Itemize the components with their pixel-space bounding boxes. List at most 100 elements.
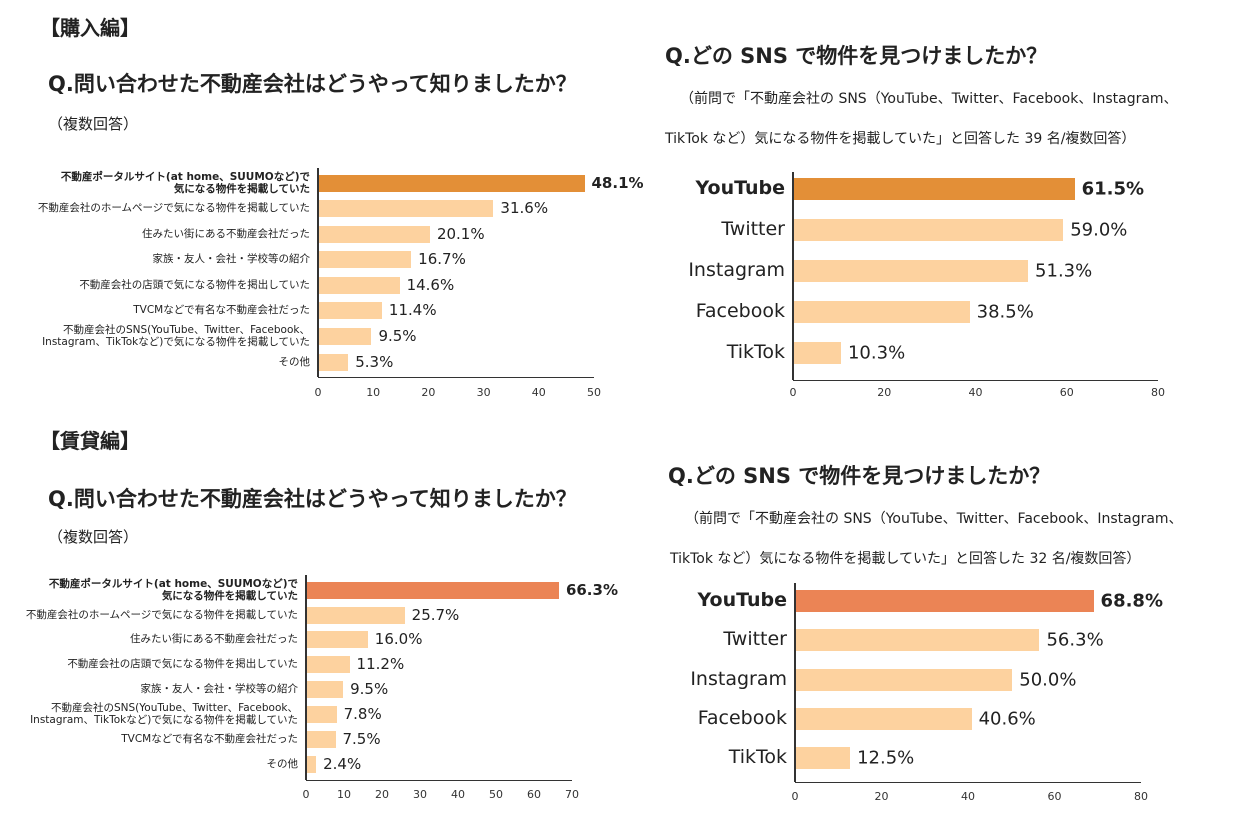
purchase-how-x-tick: 10 bbox=[366, 386, 381, 399]
rental-how-x-tick: 10 bbox=[337, 788, 351, 801]
purchase-how-x-tick: 0 bbox=[314, 386, 322, 399]
purchase-note: （複数回答） bbox=[48, 115, 139, 133]
purchase-sns-value-label: 51.3% bbox=[1035, 260, 1093, 282]
purchase-how-category-label: 不動産会社のホームページで気になる物件を掲載していた bbox=[37, 201, 310, 214]
rental-sns-x-tick: 60 bbox=[1047, 790, 1062, 803]
purchase-how-category-label: 住みたい街にある不動産会社だった bbox=[142, 227, 310, 240]
purchase-how-category-label: TVCMなどで有名な不動産会社だった bbox=[133, 303, 310, 316]
rental-how-category-label: 住みたい街にある不動産会社だった bbox=[130, 632, 298, 645]
purchase-how-category-label: その他 bbox=[278, 355, 311, 368]
rental-sns-value-label: 12.5% bbox=[857, 747, 915, 769]
rental-sns-x-tick: 80 bbox=[1134, 790, 1148, 803]
purchase-sns-x-tick: 20 bbox=[877, 386, 892, 399]
purchase-sns-value-label: 10.3% bbox=[847, 342, 906, 364]
purchase-sns-category-label: TikTok bbox=[726, 341, 785, 364]
rental-sns-category-label: YouTube bbox=[697, 589, 787, 612]
rental-how-x-tick: 40 bbox=[451, 788, 465, 801]
purchase-how-value-label: 11.4% bbox=[388, 301, 437, 319]
rental-sns-bar bbox=[796, 747, 851, 769]
rental-sns-value-label: 50.0% bbox=[1019, 669, 1077, 691]
purchase-how-bar bbox=[319, 174, 585, 192]
purchase-how-value-label: 31.6% bbox=[500, 199, 549, 217]
purchase-how-value-label: 48.1% bbox=[591, 174, 644, 192]
rental-sns-y-axis bbox=[794, 583, 796, 782]
purchase-sns-category-label: YouTube bbox=[695, 177, 785, 200]
rental-sns-note-1: （前問で「不動産会社の SNS（YouTube、Twitter、Facebook… bbox=[685, 511, 1183, 527]
purchase-how-category-label: 不動産ポータルサイト(at home、SUUMOなど)で 気になる物件を掲載して… bbox=[60, 170, 310, 195]
rental-how-x-tick: 70 bbox=[565, 788, 579, 801]
rental-how-bar bbox=[307, 705, 337, 723]
rental-sns-bar bbox=[796, 629, 1040, 651]
purchase-sns-bar bbox=[794, 219, 1064, 241]
purchase-sns-x-tick: 0 bbox=[789, 386, 797, 399]
purchase-sns-value-label: 38.5% bbox=[976, 301, 1034, 323]
rental-sns-bar bbox=[796, 590, 1094, 612]
purchase-sns-x-axis bbox=[793, 380, 1158, 381]
rental-how-bar bbox=[307, 730, 336, 748]
rental-how-bar bbox=[307, 680, 344, 698]
rental-how-bar bbox=[307, 755, 317, 773]
rental-how-bar bbox=[307, 655, 350, 673]
purchase-how-x-tick: 40 bbox=[531, 386, 546, 399]
rental-how-category-label: 不動産ポータルサイト(at home、SUUMOなど)で 気になる物件を掲載して… bbox=[48, 577, 298, 602]
rental-how-category-label: 家族・友人・会社・学校等の紹介 bbox=[140, 682, 299, 695]
rental-how-x-tick: 50 bbox=[489, 788, 503, 801]
purchase-how-category-label: 不動産会社の店頭で気になる物件を掲出していた bbox=[79, 278, 310, 291]
purchase-sns-bar bbox=[794, 260, 1029, 282]
rental-sns-value-label: 56.3% bbox=[1046, 629, 1104, 651]
rental-how-category-label: 不動産会社のホームページで気になる物件を掲載していた bbox=[25, 608, 298, 621]
rental-sns-x-tick: 20 bbox=[874, 790, 889, 803]
purchase-section-title: 【購入編】 bbox=[40, 16, 140, 40]
purchase-sns-note-2: TikTok など）気になる物件を掲載していた」と回答した 39 名/複数回答） bbox=[665, 131, 1136, 147]
rental-how-value-label: 11.2% bbox=[356, 655, 405, 673]
rental-how-value-label: 66.3% bbox=[565, 581, 618, 599]
rental-how-value-label: 2.4% bbox=[323, 755, 362, 773]
purchase-how-bar bbox=[319, 199, 494, 217]
rental-how-category-label: 不動産会社の店頭で気になる物件を掲出していた bbox=[67, 657, 298, 670]
purchase-sns-bar bbox=[794, 178, 1075, 200]
purchase-how-category-label: 不動産会社のSNS(YouTube、Twitter、Facebook、 Inst… bbox=[42, 323, 310, 348]
rental-note: （複数回答） bbox=[48, 528, 139, 546]
purchase-sns-bar bbox=[794, 342, 841, 364]
purchase-how-value-label: 16.7% bbox=[418, 250, 466, 268]
purchase-sns-x-tick: 80 bbox=[1151, 386, 1165, 399]
purchase-how-y-axis bbox=[317, 168, 319, 377]
purchase-how-bar bbox=[319, 276, 400, 294]
purchase-sns-note-1: （前問で「不動産会社の SNS（YouTube、Twitter、Facebook… bbox=[680, 91, 1178, 107]
rental-how-category-label: TVCMなどで有名な不動産会社だった bbox=[121, 732, 298, 745]
rental-sns-category-label: Facebook bbox=[697, 707, 787, 730]
purchase-how-bar bbox=[319, 327, 372, 345]
purchase-how-bar bbox=[319, 301, 382, 319]
rental-sns-bar bbox=[796, 669, 1013, 691]
rental-sns-x-axis bbox=[795, 782, 1141, 783]
purchase-how-value-label: 14.6% bbox=[406, 276, 455, 294]
rental-how-x-axis bbox=[306, 780, 572, 781]
rental-how-x-tick: 60 bbox=[527, 788, 541, 801]
rental-how-x-tick: 0 bbox=[302, 788, 310, 801]
rental-sns-x-tick: 0 bbox=[791, 790, 799, 803]
rental-sns-note-2: TikTok など）気になる物件を掲載していた」と回答した 32 名/複数回答） bbox=[670, 551, 1141, 567]
purchase-sns-bar bbox=[794, 301, 970, 323]
purchase-how-x-tick: 50 bbox=[587, 386, 601, 399]
purchase-question: Q.問い合わせた不動産会社はどうやって知りましたか？ bbox=[48, 72, 577, 96]
purchase-sns-value-label: 59.0% bbox=[1070, 219, 1128, 241]
purchase-how-value-label: 5.3% bbox=[355, 353, 394, 371]
purchase-sns-category-label: Instagram bbox=[688, 259, 785, 282]
rental-how-value-label: 25.7% bbox=[411, 606, 460, 624]
rental-sns-category-label: TikTok bbox=[728, 746, 787, 769]
rental-how-value-label: 7.8% bbox=[343, 705, 382, 723]
purchase-how-bar bbox=[319, 225, 430, 243]
purchase-how-bar bbox=[319, 353, 349, 371]
rental-how-category-label: その他 bbox=[266, 757, 299, 770]
rental-how-x-tick: 20 bbox=[375, 788, 389, 801]
purchase-how-bar bbox=[319, 250, 412, 268]
purchase-sns-x-tick: 40 bbox=[968, 386, 983, 399]
rental-how-category-label: 不動産会社のSNS(YouTube、Twitter、Facebook、 Inst… bbox=[30, 701, 298, 726]
purchase-sns-x-tick: 60 bbox=[1059, 386, 1074, 399]
rental-sns-question: Q.どの SNS で物件を見つけましたか？ bbox=[668, 464, 1051, 488]
rental-sns-value-label: 40.6% bbox=[978, 708, 1036, 730]
purchase-sns-category-label: Facebook bbox=[695, 300, 785, 323]
rental-sns-bar bbox=[796, 708, 972, 730]
purchase-sns-category-label: Twitter bbox=[721, 218, 785, 241]
purchase-how-category-label: 家族・友人・会社・学校等の紹介 bbox=[152, 252, 311, 265]
